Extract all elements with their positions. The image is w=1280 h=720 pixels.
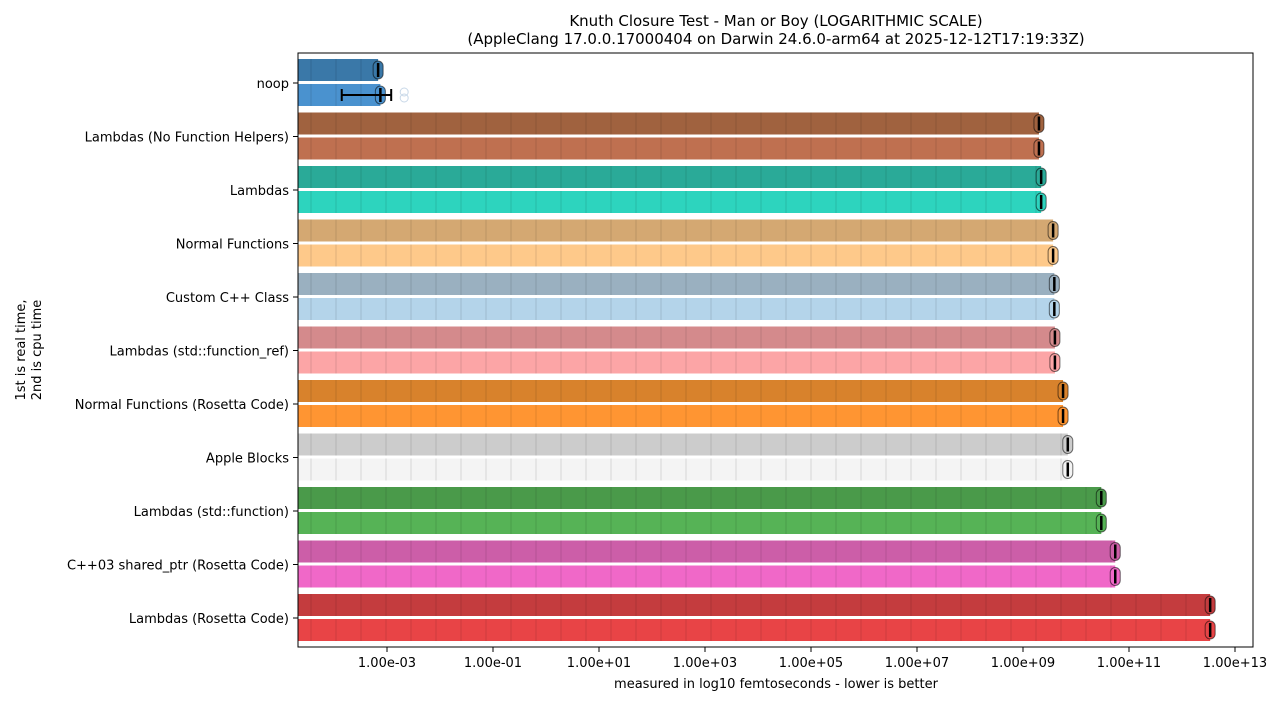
bar-real <box>298 273 1055 295</box>
y-tick-label: Normal Functions (Rosetta Code) <box>75 398 289 413</box>
bars-group <box>298 59 1216 641</box>
bar-real <box>298 487 1102 509</box>
x-tick-label: 1.00e+03 <box>673 656 737 671</box>
bar-real <box>298 166 1042 188</box>
y-tick-label: Apple Blocks <box>206 452 289 467</box>
y-tick-label: Custom C++ Class <box>166 291 289 306</box>
bar-real <box>298 326 1055 349</box>
bar-cpu <box>298 405 1064 427</box>
bar-cpu <box>298 84 381 106</box>
y-tick-label: Lambdas (std::function) <box>134 505 289 520</box>
x-tick-label: 1.00e+09 <box>991 656 1055 671</box>
x-tick-label: 1.00e+11 <box>1097 656 1161 671</box>
bar-cpu <box>298 244 1054 267</box>
y-tick-label: Lambdas (std::function_ref) <box>109 345 289 360</box>
bar-cpu <box>298 191 1042 213</box>
bar-cpu <box>298 565 1116 588</box>
bar-cpu <box>298 619 1211 641</box>
outlier-point <box>399 87 409 97</box>
y-tick-label: C++03 shared_ptr (Rosetta Code) <box>67 559 289 574</box>
y-axis-label-line2: 2nd is cpu time <box>30 300 45 401</box>
chart-subtitle: (AppleClang 17.0.0.17000404 on Darwin 24… <box>467 30 1084 48</box>
bar-real <box>298 380 1064 402</box>
y-tick-label: Lambdas (Rosetta Code) <box>129 612 289 627</box>
y-tick-label: noop <box>257 77 289 92</box>
bar-cpu <box>298 137 1039 160</box>
x-axis-label: measured in log10 femtoseconds - lower i… <box>614 677 939 692</box>
x-tick-label: 1.00e+07 <box>885 656 949 671</box>
bar-cpu <box>298 351 1055 374</box>
bar-cpu <box>298 298 1055 320</box>
x-tick-label: 1.00e-03 <box>358 656 416 671</box>
x-axis: 1.00e-03 1.00e-01 1.00e+01 1.00e+03 1.00e+05… <box>358 647 1267 671</box>
bar-real <box>298 219 1054 242</box>
x-tick-label: 1.00e+05 <box>779 656 843 671</box>
bar-real <box>298 540 1116 563</box>
y-axis: noop Lambdas (No Function Helpers) Lambdas… <box>67 77 298 627</box>
x-tick-label: 1.00e+01 <box>567 656 631 671</box>
outlier-point <box>399 93 409 103</box>
bar-real <box>298 59 379 81</box>
chart-title: Knuth Closure Test - Man or Boy (LOGARIT… <box>569 12 982 30</box>
y-tick-label: Lambdas (No Function Helpers) <box>85 131 289 146</box>
bar-real <box>298 112 1039 135</box>
x-tick-label: 1.00e-01 <box>464 656 522 671</box>
y-axis-label-line1: 1st is real time, <box>14 299 29 400</box>
bar-real <box>298 433 1068 456</box>
bar-real <box>298 594 1211 616</box>
bar-cpu <box>298 458 1068 481</box>
x-tick-label: 1.00e+13 <box>1203 656 1267 671</box>
bar-cpu <box>298 512 1102 534</box>
y-tick-label: Lambdas <box>230 184 289 199</box>
y-tick-label: Normal Functions <box>176 238 289 253</box>
